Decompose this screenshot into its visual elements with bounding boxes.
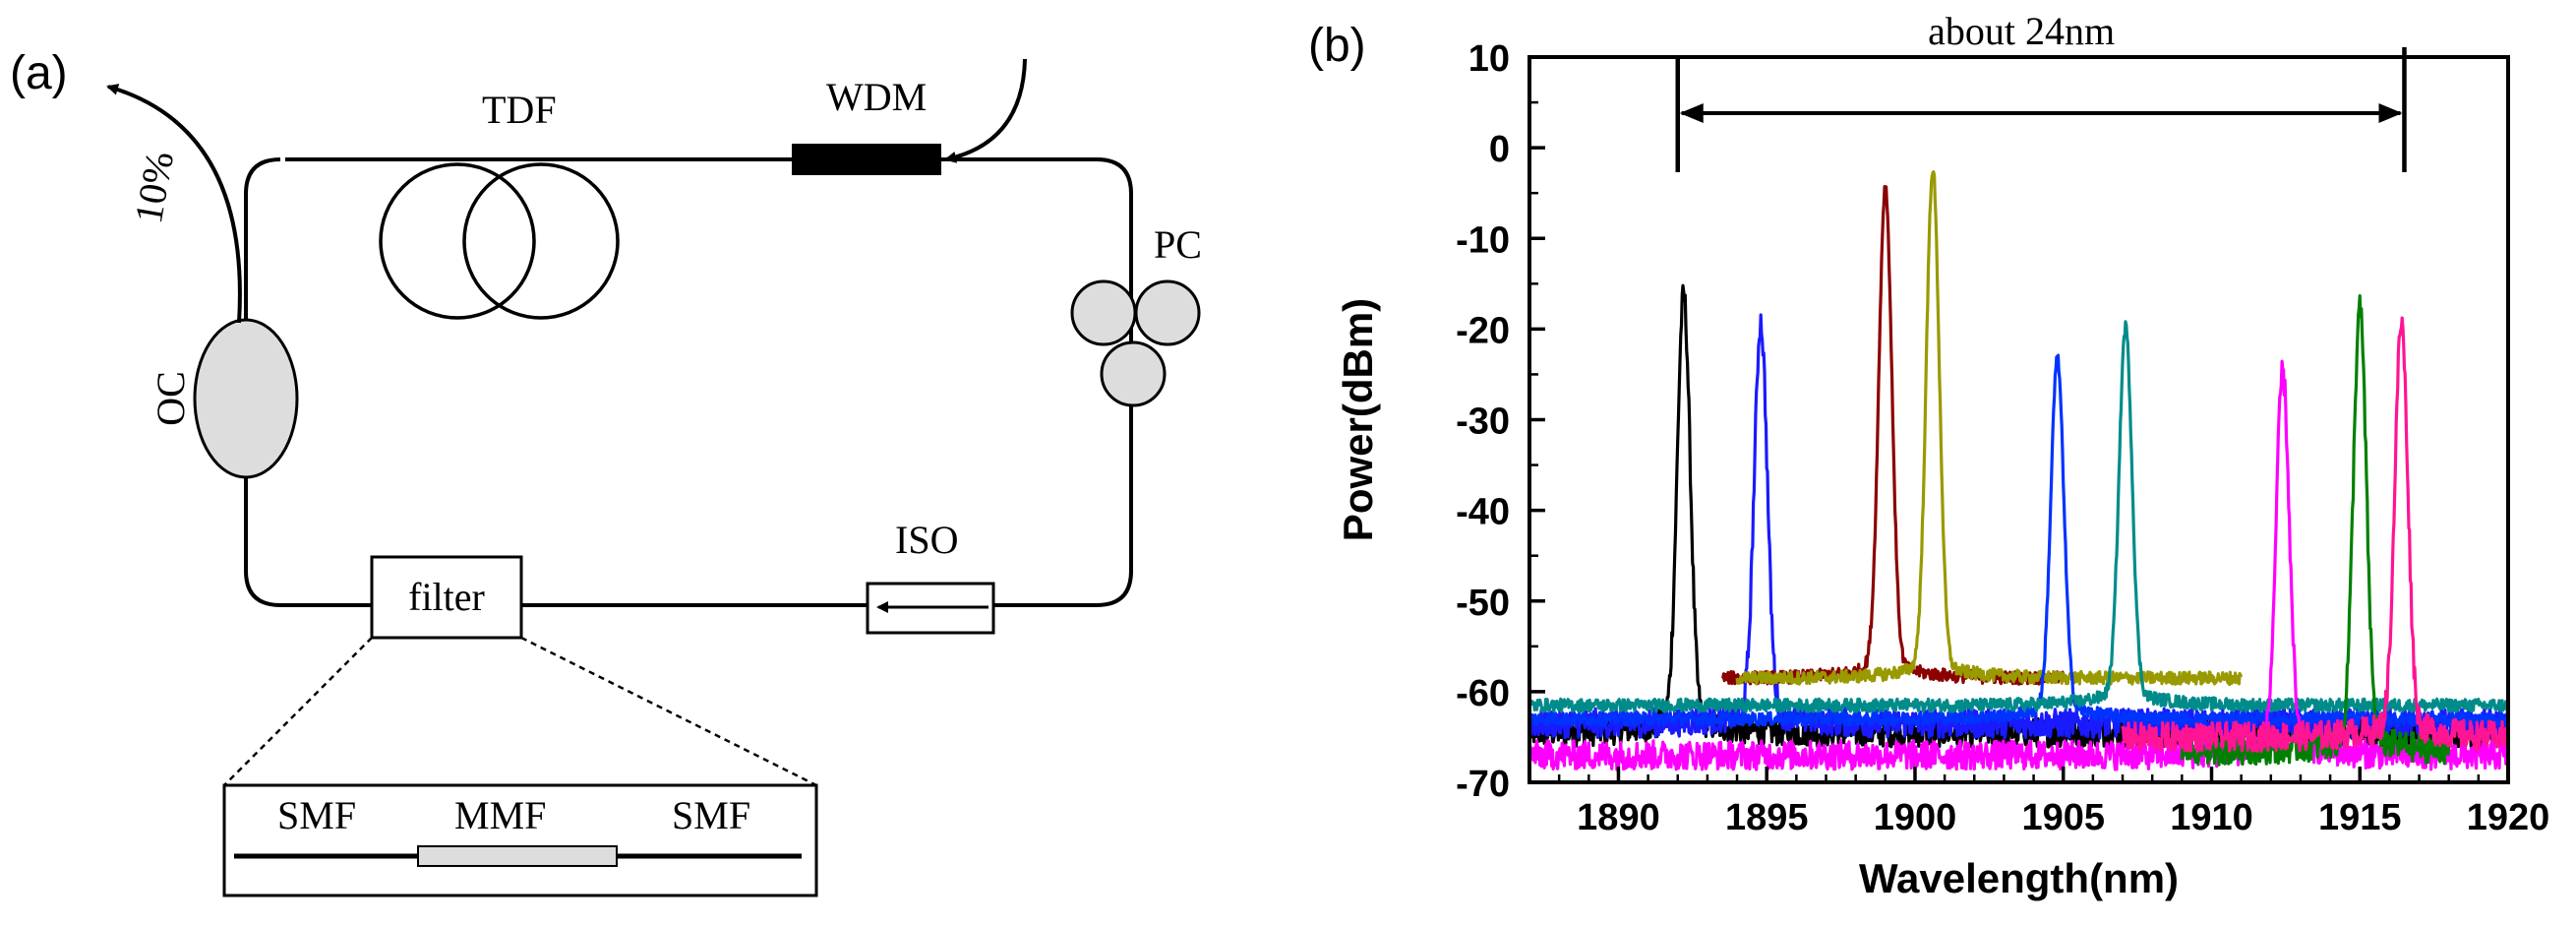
x-tick-label: 1915: [2318, 797, 2402, 838]
spectrum-series-9: [2121, 316, 2508, 753]
fiber-ring: [244, 157, 1133, 607]
oc-label: OC: [149, 371, 193, 426]
panel-a-tag: (a): [10, 47, 68, 99]
y-tick-label: 0: [1489, 129, 1510, 170]
pc-paddle-2-icon: [1134, 279, 1201, 346]
spectrum-series-4: [1735, 170, 2244, 687]
y-tick-label: -30: [1456, 401, 1510, 443]
y-tick-label: -60: [1456, 673, 1510, 714]
mmf-label: MMF: [454, 793, 546, 837]
oc-coupler: [193, 318, 299, 479]
wdm-coupler: [792, 144, 941, 175]
x-tick-label: 1900: [1874, 797, 1957, 838]
smf-right-label: SMF: [672, 793, 750, 837]
series-group: [1529, 170, 2508, 772]
y-tick-label: -20: [1456, 310, 1510, 351]
y-axis-label: Power(dBm): [1335, 298, 1381, 541]
iso-label: ISO: [895, 518, 958, 562]
smf-left-label: SMF: [277, 793, 356, 837]
pump-input-arrow: [944, 58, 1027, 163]
filter-box: [370, 555, 523, 640]
tdf-label: TDF: [482, 88, 557, 132]
zoom-line-left: [223, 637, 373, 786]
y-tick-label: -50: [1456, 583, 1510, 624]
spectrum-plot-area: 10 0 -10 -20 -30 -40 -50 -60 -70 1890 1895 1900 1905…: [1335, 9, 2549, 901]
span-annotation-text: about 24nm: [1928, 9, 2115, 53]
pc-paddle-1-icon: [1070, 279, 1137, 346]
output-arrow: [106, 84, 242, 324]
zoom-line-right: [520, 636, 817, 787]
pc-label: PC: [1154, 222, 1202, 267]
output-ratio-label: 10%: [126, 148, 182, 226]
x-tick-label: 1905: [2021, 797, 2105, 838]
x-axis-label: Wavelength(nm): [1859, 855, 2179, 901]
y-tick-label: -40: [1456, 492, 1510, 533]
y-tick-label: 10: [1468, 38, 1510, 80]
panel-b-spectrum-chart: (b) 10 0 -10 -20 -30 -40 -50 -60 -70 1890 1895 1900…: [1308, 9, 2549, 901]
x-tick-label: 1910: [2170, 797, 2253, 838]
tdf-coil-left-icon: [379, 162, 536, 320]
fiber-ring-upper-left: [244, 157, 281, 325]
panel-b-tag: (b): [1308, 20, 1366, 72]
y-tick-label: -10: [1456, 219, 1510, 261]
filter-label: filter: [408, 575, 485, 619]
x-tick-label: 1890: [1577, 797, 1660, 838]
y-tick-label: -70: [1456, 764, 1510, 805]
wdm-label: WDM: [826, 75, 927, 119]
x-tick-label: 1920: [2467, 797, 2550, 838]
spectrum-series-7: [1529, 359, 2508, 772]
panel-a-setup-diagram: (a) TDF WDM PC OC 10% ISO filter: [10, 47, 1202, 897]
spectrum-series-3: [1721, 185, 2066, 686]
pc-paddle-3-icon: [1100, 340, 1167, 407]
filter-detail-box: [222, 783, 818, 897]
x-tick-label: 1895: [1725, 797, 1809, 838]
mmf-section: [417, 845, 618, 867]
tdf-coil-right-icon: [462, 162, 620, 320]
